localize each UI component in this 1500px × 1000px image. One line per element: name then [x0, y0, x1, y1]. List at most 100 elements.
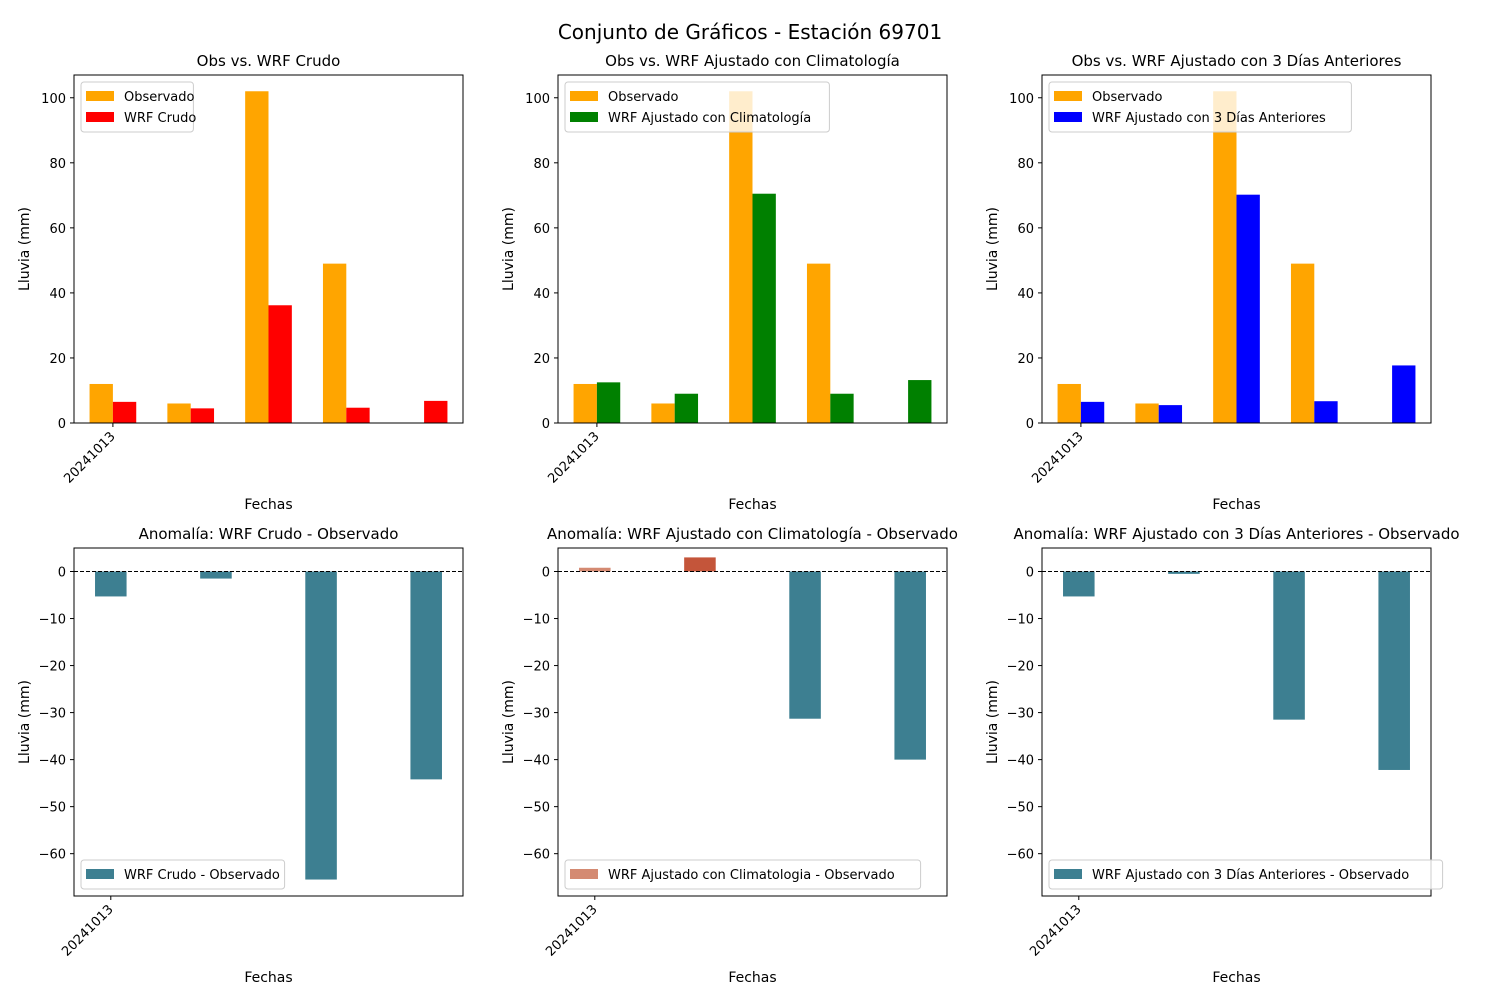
legend-label: WRF Ajustado con Climatologia - Observad…: [608, 868, 895, 883]
y-tick-label: −30: [39, 707, 66, 722]
y-axis-label: Lluvia (mm): [17, 207, 33, 291]
legend: Observado WRF Ajustado con Climatología: [565, 82, 829, 132]
legend: WRF Ajustado con Climatologia - Observad…: [565, 860, 921, 889]
chart-panel-2: Obs vs. WRF Ajustado con Climatología202…: [501, 52, 947, 513]
x-tick-label: 20241013: [543, 902, 600, 959]
y-tick-label: 40: [49, 287, 66, 302]
y-tick-label: −20: [1007, 660, 1034, 675]
figure: Conjunto de Gráficos - Estación 69701 Ob…: [0, 0, 1500, 1000]
bar-observado-3: [1213, 91, 1236, 423]
x-tick-label: 20241013: [545, 429, 602, 486]
axes-frame: [1042, 548, 1431, 896]
y-tick-label: −60: [39, 848, 66, 863]
y-tick-label: −60: [523, 848, 550, 863]
anomaly-bar-2: [684, 557, 716, 571]
legend-swatch: [1054, 91, 1082, 101]
y-tick-label: −30: [1007, 707, 1034, 722]
bar-wrf-4: [346, 408, 369, 423]
legend-label: Observado: [1092, 90, 1163, 105]
anomaly-bar-4: [1378, 572, 1410, 770]
legend: WRF Ajustado con 3 Días Anteriores - Obs…: [1049, 860, 1443, 889]
legend-swatch: [1054, 869, 1082, 879]
legend-swatch: [86, 91, 114, 101]
anomaly-bar-4: [410, 572, 442, 780]
bar-observado-1: [574, 384, 597, 423]
anomaly-bar-3: [1273, 572, 1305, 720]
legend: ObservadoWRF Ajustado con 3 Días Anterio…: [1049, 82, 1351, 132]
x-tick-label: 20241013: [1027, 902, 1084, 959]
legend: Observado WRF Crudo: [81, 82, 196, 132]
bar-wrf-3: [269, 305, 292, 423]
anomaly-bar-1: [579, 568, 611, 572]
x-axis-label: Fechas: [1212, 970, 1260, 986]
y-tick-label: 80: [533, 157, 550, 172]
legend-swatch: [1054, 112, 1082, 122]
y-tick-label: 0: [542, 417, 550, 432]
panels: Obs vs. WRF Crudo20241013020406080100Fec…: [17, 52, 1460, 986]
x-axis-label: Fechas: [244, 970, 292, 986]
y-axis-label: Lluvia (mm): [501, 207, 517, 291]
legend-label: Observado: [608, 90, 679, 105]
bar-wrf-1: [113, 402, 136, 423]
bar-wrf-1: [597, 382, 620, 423]
bar-observado-1: [1058, 384, 1081, 423]
bar-observado-4: [323, 264, 346, 423]
y-tick-label: 0: [1026, 417, 1034, 432]
anomaly-bar-1: [95, 572, 127, 597]
anomaly-bar-3: [305, 572, 337, 880]
x-axis-label: Fechas: [728, 970, 776, 986]
chart-title: Anomalía: WRF Ajustado con 3 Días Anteri…: [1013, 525, 1459, 543]
y-tick-label: 0: [58, 566, 66, 581]
y-tick-label: 20: [1017, 352, 1034, 367]
y-axis-label: Lluvia (mm): [985, 680, 1001, 764]
y-tick-label: −30: [523, 707, 550, 722]
x-tick-label: 20241013: [1029, 429, 1086, 486]
y-axis-label: Lluvia (mm): [501, 680, 517, 764]
anomaly-bar-1: [1063, 572, 1095, 597]
y-tick-label: 20: [533, 352, 550, 367]
chart-title: Obs vs. WRF Crudo: [197, 52, 341, 70]
axes-frame: [74, 548, 463, 896]
chart-title: Obs vs. WRF Ajustado con 3 Días Anterior…: [1072, 52, 1402, 70]
legend-swatch: [570, 91, 598, 101]
bar-wrf-5: [908, 380, 931, 423]
legend-label: WRF Crudo - Observado: [124, 868, 280, 883]
y-tick-label: 80: [1017, 157, 1034, 172]
figure-title: Conjunto de Gráficos - Estación 69701: [558, 20, 942, 44]
x-tick-label: 20241013: [59, 902, 116, 959]
y-tick-label: −50: [1007, 801, 1034, 816]
y-tick-label: 100: [525, 92, 550, 107]
y-tick-label: −20: [39, 660, 66, 675]
legend-swatch: [86, 112, 114, 122]
y-tick-label: 40: [1017, 287, 1034, 302]
chart-panel-6: Anomalía: WRF Ajustado con 3 Días Anteri…: [985, 525, 1460, 986]
y-tick-label: −50: [523, 801, 550, 816]
bar-observado-2: [651, 403, 674, 423]
bar-wrf-5: [424, 401, 447, 423]
y-tick-label: −60: [1007, 848, 1034, 863]
x-axis-label: Fechas: [244, 497, 292, 513]
bar-wrf-2: [191, 408, 214, 423]
legend-label: Observado: [124, 90, 195, 105]
chart-title: Anomalía: WRF Ajustado con Climatología …: [547, 525, 958, 543]
y-tick-label: 80: [49, 157, 66, 172]
bar-wrf-3: [753, 194, 776, 423]
bar-observado-1: [90, 384, 113, 423]
legend-swatch: [570, 869, 598, 879]
y-tick-label: −10: [39, 613, 66, 628]
bar-wrf-2: [675, 394, 698, 423]
bar-observado-4: [807, 264, 830, 423]
anomaly-bar-3: [789, 572, 821, 719]
y-tick-label: −40: [523, 754, 550, 769]
bar-wrf-3: [1237, 195, 1260, 423]
bar-wrf-1: [1081, 402, 1104, 423]
y-tick-label: 100: [1009, 92, 1034, 107]
bar-observado-2: [167, 403, 190, 423]
x-axis-label: Fechas: [728, 497, 776, 513]
chart-title: Anomalía: WRF Crudo - Observado: [139, 525, 399, 543]
y-tick-label: −10: [523, 613, 550, 628]
y-tick-label: −20: [523, 660, 550, 675]
chart-title: Obs vs. WRF Ajustado con Climatología: [605, 52, 900, 70]
chart-panel-3: Obs vs. WRF Ajustado con 3 Días Anterior…: [985, 52, 1431, 513]
